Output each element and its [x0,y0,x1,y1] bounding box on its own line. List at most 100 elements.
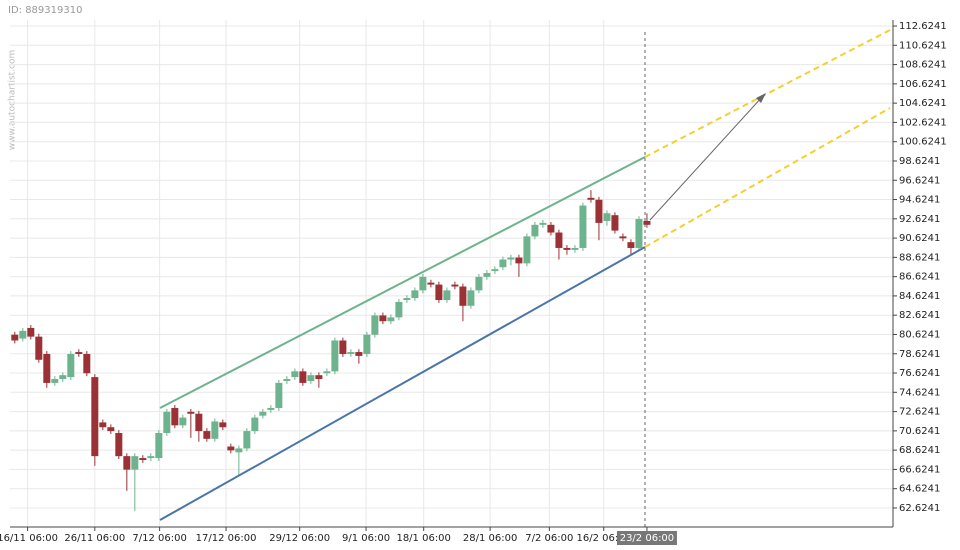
candle-body [283,379,291,381]
candle-body [451,284,459,287]
axis-labels: 62.6241 64.6241 66.6241 68.6241 70.6241 72.62… [0,21,947,545]
forecast-arrow [649,95,764,221]
candle-body [11,334,19,341]
candle-body [339,340,347,354]
candle-body [459,286,467,306]
x-tick-label: 16/2 06:00 [577,533,631,544]
y-tick-label: 104.6241 [899,98,947,109]
candle-body [203,431,211,439]
candle-body [347,352,355,354]
candle-body [635,219,643,248]
candle-body [115,433,123,457]
y-tick-label: 90.6241 [899,233,940,244]
candle-body [395,301,403,318]
candle-body [379,315,387,322]
x-tick-label: 26/11 06:00 [64,533,125,544]
candle-body [99,422,107,428]
candle-body [515,257,523,264]
candle-body [427,282,435,285]
x-tick-highlight [616,531,677,545]
y-tick-label: 78.6241 [899,349,940,360]
candle-body [291,371,299,378]
x-tick-label: 9/1 06:00 [342,533,390,544]
watermark: www.autochartist.com [8,50,18,151]
y-tick-label: 94.6241 [899,195,940,206]
candle-body [411,290,419,299]
candle-body [355,352,363,356]
y-tick-label: 70.6241 [899,426,940,437]
x-tick-label: 18/1 06:00 [396,533,450,544]
candle-body [163,411,171,434]
candle-body [27,327,35,337]
candle-body [315,375,323,380]
candle-body [579,205,587,248]
x-tick-label: 16/11 06:00 [0,533,58,544]
y-tick-label: 102.6241 [899,117,947,128]
candle-body [91,377,99,457]
channel [159,29,891,521]
candle-body [147,456,155,459]
chart-id: ID: 889319310 [8,5,82,16]
x-tick-label: 7/12 06:00 [132,533,186,544]
candle-body [419,276,427,291]
candle-body [35,336,43,360]
candle-body [403,298,411,301]
y-tick-label: 66.6241 [899,464,940,475]
candle-body [507,257,515,260]
y-tick-label: 112.6241 [899,21,947,32]
y-tick-label: 106.6241 [899,79,947,90]
candle-body [67,353,75,378]
channel-lower [159,246,646,521]
y-tick-label: 98.6241 [899,156,940,167]
candle-body [627,242,635,248]
y-tick-label: 72.6241 [899,407,940,418]
candle-body [43,353,51,383]
candle-body [107,427,115,432]
candle-body [307,375,315,381]
candle-body [195,413,203,432]
y-tick-label: 80.6241 [899,329,940,340]
candle-body [267,407,275,410]
x-tick-label: 28/1 06:00 [463,533,517,544]
projection-upper [644,29,891,158]
candle-body [467,290,475,306]
candle-body [363,334,371,354]
candle-body [435,284,443,301]
candle-body [219,422,227,428]
channel-upper [159,156,646,409]
candle-body [51,379,59,383]
x-tick-label: 29/12 06:00 [269,533,330,544]
candle-body [331,340,339,372]
candle-body [443,290,451,301]
candle-body [555,232,563,248]
y-tick-label: 100.6241 [899,137,947,148]
candle-body [171,407,179,426]
candle-body [619,236,627,239]
candle-body [491,269,499,272]
candle-body [539,222,547,225]
candle-body [531,224,539,237]
y-tick-label: 110.6241 [899,40,947,51]
candle-body [523,236,531,264]
candle-body [259,411,267,416]
candle-body [19,330,27,339]
y-tick-label: 86.6241 [899,272,940,283]
y-tick-label: 108.6241 [899,60,947,71]
candle-body [499,259,507,268]
y-tick-label: 84.6241 [899,291,940,302]
candle-body [243,431,251,449]
y-tick-label: 88.6241 [899,252,940,263]
candle-body [139,458,147,461]
candle-body [235,448,243,453]
x-tick-label: 17/12 06:00 [196,533,257,544]
candle-body [211,421,219,439]
candle-body [603,213,611,221]
y-tick-label: 64.6241 [899,484,940,495]
candle-body [323,371,331,374]
candle-body [587,197,595,200]
candle-body [275,382,283,408]
candle-body [155,433,163,459]
candle-body [483,273,491,277]
candle-body [179,417,187,426]
